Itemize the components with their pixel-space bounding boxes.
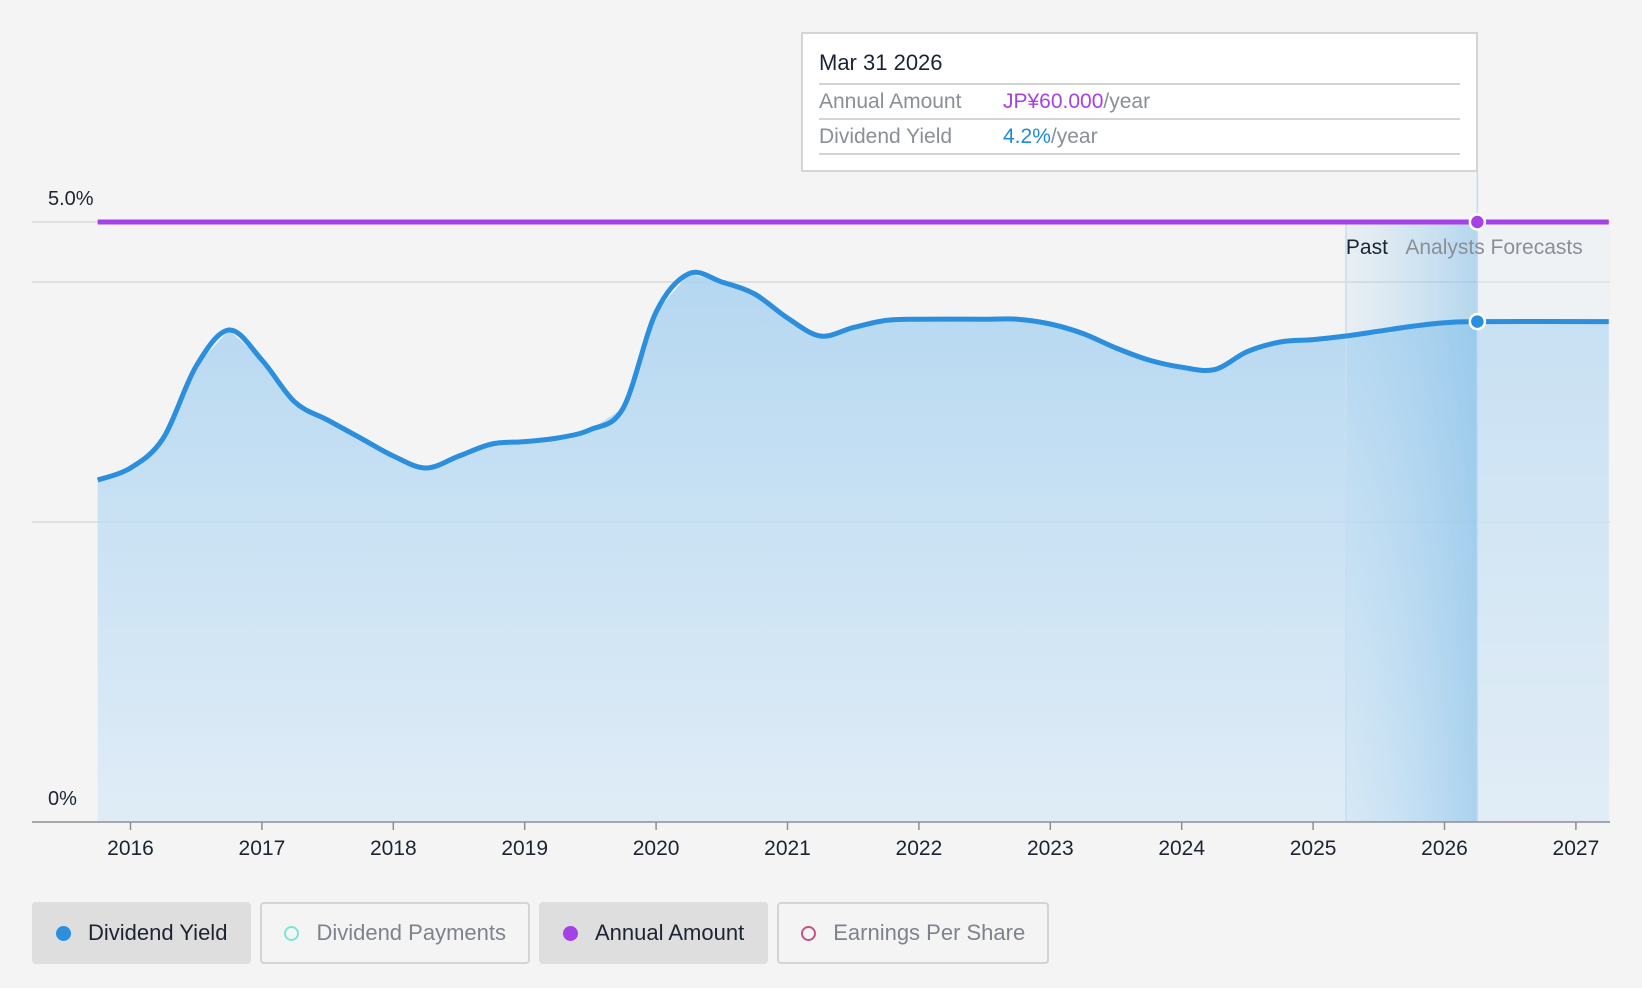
tooltip-row-annual-amount: Annual Amount JP¥60.000 /year [819, 85, 1460, 120]
tooltip-dividend-yield-value: 4.2% [1003, 125, 1051, 148]
chart-legend: Dividend Yield Dividend Payments Annual … [32, 902, 1050, 964]
x-tick-label-2027: 2027 [1553, 837, 1600, 860]
x-tick-label-2017: 2017 [239, 837, 286, 860]
legend-annual-amount-label: Annual Amount [594, 920, 745, 945]
x-tick-label-2018: 2018 [370, 837, 417, 860]
legend-earnings-per-share-button[interactable]: Earnings Per Share [777, 902, 1050, 964]
x-tick-label-2025: 2025 [1290, 837, 1337, 860]
past-label: Past [1346, 236, 1388, 259]
analysts-forecasts-label: Analysts Forecasts [1405, 236, 1582, 259]
legend-dividend-yield-button[interactable]: Dividend Yield [32, 902, 252, 964]
dividend-yield-line [96, 269, 1609, 483]
legend-earnings-per-share-dot-icon [801, 925, 817, 941]
dividend-yield-marker [1468, 312, 1487, 331]
x-tick-label-2022: 2022 [896, 837, 943, 860]
legend-annual-amount-dot-icon [562, 925, 578, 941]
legend-dividend-payments-button[interactable]: Dividend Payments [260, 902, 530, 964]
legend-dividend-yield-label: Dividend Yield [88, 920, 228, 945]
y-tick-label-top: 5.0% [48, 188, 94, 210]
tooltip-annual-amount-label: Annual Amount [819, 90, 962, 113]
legend-annual-amount-button[interactable]: Annual Amount [538, 902, 769, 964]
x-tick-label-2016: 2016 [107, 837, 154, 860]
tooltip-dividend-yield-unit: /year [1050, 125, 1098, 148]
tooltip-annual-amount-value: JP¥60.000 [1003, 90, 1104, 113]
dividend-yield-area [97, 273, 1609, 823]
tooltip-row-dividend-yield: Dividend Yield 4.2% /year [819, 120, 1460, 155]
y-tick-label-bottom: 0% [48, 788, 77, 810]
past-highlight-band [1345, 222, 1478, 822]
tooltip-date: Mar 31 2026 [819, 48, 1460, 85]
legend-dividend-yield-dot-icon [56, 925, 71, 941]
x-tick-label-2021: 2021 [764, 837, 811, 860]
x-tick-label-2023: 2023 [1027, 837, 1074, 860]
legend-earnings-per-share-label: Earnings Per Share [833, 920, 1026, 945]
tooltip-annual-amount-unit: /year [1103, 90, 1151, 113]
legend-dividend-payments-dot-icon [284, 925, 300, 941]
x-tick-label-2024: 2024 [1158, 837, 1205, 860]
x-tick-label-2026: 2026 [1421, 837, 1468, 860]
x-tick-label-2019: 2019 [501, 837, 548, 860]
tooltip-dividend-yield-label: Dividend Yield [819, 125, 953, 148]
forecast-band [1477, 222, 1610, 822]
x-tick-label-2020: 2020 [633, 837, 680, 860]
annual-amount-marker [1468, 213, 1487, 231]
chart-tooltip: Mar 31 2026 Annual Amount JP¥60.000 /yea… [801, 32, 1478, 172]
legend-dividend-payments-label: Dividend Payments [316, 920, 506, 945]
